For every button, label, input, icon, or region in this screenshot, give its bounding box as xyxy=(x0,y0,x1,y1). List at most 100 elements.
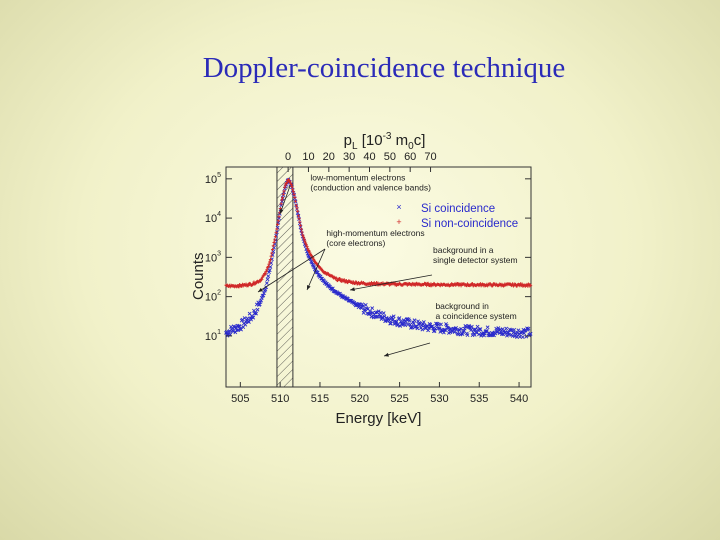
point-non-coincidence xyxy=(520,282,524,286)
point-coincidence xyxy=(526,326,531,331)
point-coincidence xyxy=(368,311,373,316)
point-non-coincidence xyxy=(274,231,278,235)
point-non-coincidence xyxy=(301,233,305,237)
point-non-coincidence xyxy=(292,192,296,197)
point-coincidence xyxy=(438,329,443,334)
x-top-tick-label: 30 xyxy=(343,151,355,163)
hatched-region xyxy=(276,166,294,388)
x-top-tick-label: 60 xyxy=(404,151,416,163)
x-top-tick-label: 70 xyxy=(424,151,436,163)
x-top-tick-label: 0 xyxy=(285,151,291,163)
point-non-coincidence xyxy=(280,198,284,202)
point-non-coincidence xyxy=(426,281,430,285)
point-non-coincidence xyxy=(296,214,300,218)
point-coincidence xyxy=(462,328,466,333)
point-non-coincidence xyxy=(529,284,533,288)
point-coincidence xyxy=(403,323,408,328)
point-non-coincidence xyxy=(272,240,276,245)
y-axis-title: Counts xyxy=(190,252,207,300)
point-coincidence xyxy=(528,331,533,336)
point-non-coincidence xyxy=(296,209,300,213)
x-tick-label: 510 xyxy=(271,393,289,405)
arrow-head xyxy=(350,287,355,292)
point-coincidence xyxy=(500,332,504,337)
point-coincidence xyxy=(469,324,474,329)
point-non-coincidence xyxy=(294,203,298,207)
x-tick-label: 540 xyxy=(510,393,528,405)
x-axis-title: Energy [keV] xyxy=(336,410,422,427)
arrow-head xyxy=(307,285,311,290)
point-non-coincidence xyxy=(297,217,301,221)
point-coincidence xyxy=(496,326,501,330)
point-coincidence xyxy=(376,309,381,314)
point-non-coincidence xyxy=(264,270,268,274)
point-coincidence xyxy=(397,316,402,321)
point-non-coincidence xyxy=(293,199,298,203)
x-tick-label: 530 xyxy=(430,393,448,405)
point-coincidence xyxy=(473,327,478,332)
point-non-coincidence xyxy=(295,206,299,210)
legend-entry: Si non-coincidence xyxy=(421,218,518,230)
point-coincidence xyxy=(426,325,431,330)
point-coincidence xyxy=(261,293,266,298)
point-non-coincidence xyxy=(276,222,280,226)
annotation-arrow xyxy=(383,342,431,357)
annotation-arrow xyxy=(257,248,326,293)
point-non-coincidence xyxy=(275,227,279,231)
series-non-coincidence xyxy=(224,177,533,289)
arrow-head xyxy=(279,209,284,214)
x-tick-label: 505 xyxy=(231,393,249,405)
point-non-coincidence xyxy=(267,262,271,266)
point-non-coincidence xyxy=(279,202,283,206)
point-coincidence xyxy=(233,330,238,335)
point-coincidence xyxy=(520,335,525,339)
point-coincidence xyxy=(428,322,433,327)
y-tick-label: 101 xyxy=(205,329,221,343)
y-tick-label: 103 xyxy=(205,250,221,264)
point-non-coincidence xyxy=(334,276,338,280)
point-coincidence xyxy=(360,304,365,309)
point-non-coincidence xyxy=(290,184,294,189)
legend-marker: × xyxy=(396,202,401,212)
point-coincidence xyxy=(259,298,264,303)
point-coincidence xyxy=(237,324,242,329)
point-non-coincidence xyxy=(303,239,307,243)
point-non-coincidence xyxy=(270,251,274,255)
point-coincidence xyxy=(265,277,270,282)
annotation: background in a coincidence system xyxy=(435,301,516,321)
point-non-coincidence xyxy=(283,185,287,189)
point-coincidence xyxy=(391,314,396,319)
point-coincidence xyxy=(512,327,517,332)
point-non-coincidence xyxy=(252,280,256,284)
point-coincidence xyxy=(398,319,403,324)
point-coincidence xyxy=(451,326,456,331)
point-coincidence xyxy=(421,320,426,324)
point-coincidence xyxy=(441,330,446,335)
legend-marker: + xyxy=(396,217,401,227)
point-coincidence xyxy=(389,315,394,320)
y-tick-label: 105 xyxy=(205,172,221,186)
point-coincidence xyxy=(266,274,271,279)
point-coincidence xyxy=(407,318,412,323)
annotation-arrow xyxy=(306,248,326,291)
point-coincidence xyxy=(361,310,366,315)
point-coincidence xyxy=(370,306,375,311)
point-non-coincidence xyxy=(312,258,316,262)
point-coincidence xyxy=(363,303,368,307)
point-coincidence xyxy=(378,310,383,315)
plot-frame xyxy=(225,166,532,388)
legend-entry: Si coincidence xyxy=(421,203,495,215)
point-coincidence xyxy=(504,326,509,331)
x-tick-label: 525 xyxy=(390,393,408,405)
x-tick-label: 535 xyxy=(470,393,488,405)
x-top-tick-label: 20 xyxy=(323,151,335,163)
point-coincidence xyxy=(465,333,470,337)
annotation: low-momentum electrons (conduction and va… xyxy=(310,173,431,193)
point-coincidence xyxy=(459,326,463,331)
x-top-tick-label: 50 xyxy=(384,151,396,163)
point-non-coincidence xyxy=(276,219,280,223)
point-non-coincidence xyxy=(298,223,303,228)
point-coincidence xyxy=(231,329,236,334)
point-non-coincidence xyxy=(258,279,263,283)
